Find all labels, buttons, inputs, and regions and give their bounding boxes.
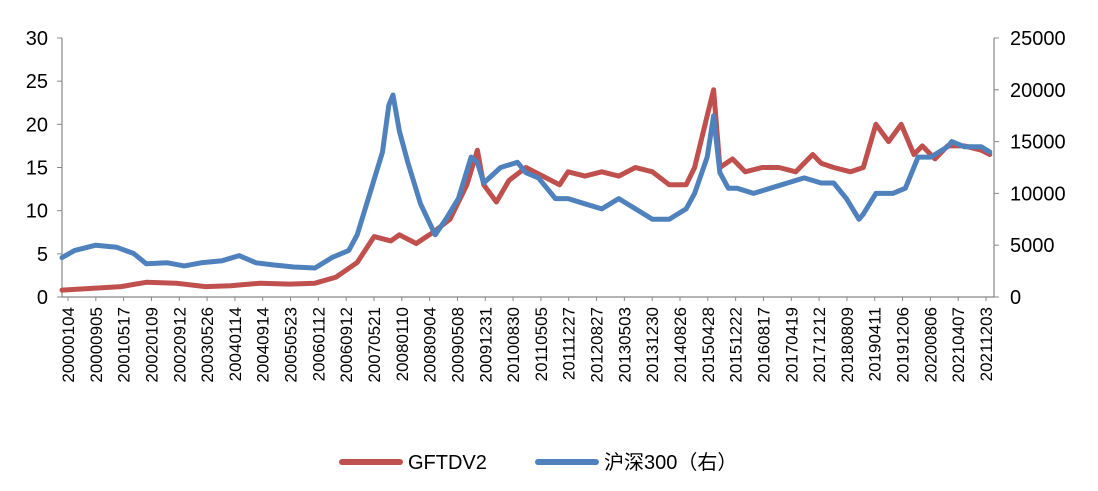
x-tick-label: 20100830 bbox=[504, 307, 523, 383]
right-y-tick-label: 20000 bbox=[1010, 80, 1066, 102]
x-tick-label: 20020109 bbox=[142, 307, 161, 383]
x-tick-label: 20000905 bbox=[87, 307, 106, 383]
x-tick-label: 20110505 bbox=[532, 307, 551, 381]
x-tick-label: 20171212 bbox=[810, 307, 829, 383]
legend-label: GFTDV2 bbox=[408, 452, 487, 474]
x-tick-label: 20060112 bbox=[309, 307, 328, 381]
series-lines bbox=[59, 87, 993, 293]
x-tick-label: 20210407 bbox=[949, 307, 968, 383]
x-tick-label: 20180809 bbox=[838, 307, 857, 383]
right-y-tick-label: 25000 bbox=[1010, 28, 1066, 50]
x-tick-label: 20151222 bbox=[727, 307, 746, 383]
x-tick-label: 20200806 bbox=[921, 307, 940, 383]
x-tick-label: 20020912 bbox=[170, 307, 189, 383]
x-tick-label: 20191206 bbox=[894, 307, 913, 383]
x-tick-label: 20130503 bbox=[615, 307, 634, 383]
x-tick-label: 20140826 bbox=[671, 307, 690, 383]
right-y-tick-label: 15000 bbox=[1010, 132, 1066, 154]
x-tick-label: 20131230 bbox=[643, 307, 662, 383]
x-tick-label: 20060912 bbox=[337, 307, 356, 383]
x-tick-label: 20211203 bbox=[977, 307, 996, 381]
x-tick-label: 20160817 bbox=[754, 307, 773, 383]
left-y-tick-label: 25 bbox=[26, 71, 48, 93]
x-tick-label: 20150428 bbox=[699, 307, 718, 383]
series-line-gftdv2 bbox=[59, 87, 993, 293]
legend-label: 沪深300（右） bbox=[604, 451, 737, 474]
x-tick-label: 20111227 bbox=[560, 307, 579, 380]
left-y-tick-label: 20 bbox=[26, 114, 48, 136]
left-y-tick-label: 5 bbox=[37, 244, 48, 266]
x-tick-label: 20040114 bbox=[226, 307, 245, 381]
left-y-tick-label: 15 bbox=[26, 158, 48, 180]
x-tick-label: 20090508 bbox=[448, 307, 467, 383]
x-tick-label: 20030526 bbox=[198, 307, 217, 383]
legend: GFTDV2 沪深300（右） bbox=[339, 451, 737, 474]
x-tick-label: 20120827 bbox=[588, 307, 607, 383]
x-tick-label: 20080110 bbox=[393, 307, 412, 381]
x-tick-label: 20070521 bbox=[365, 307, 384, 383]
left-y-tick-label: 10 bbox=[26, 201, 48, 223]
x-tick-label: 20050523 bbox=[282, 307, 301, 383]
x-tick-label: 20000104 bbox=[59, 307, 78, 383]
x-tick-label: 20040914 bbox=[254, 307, 273, 383]
right-y-tick-label: 5000 bbox=[1010, 235, 1055, 257]
x-tick-label: 20010517 bbox=[115, 307, 134, 383]
x-tick-label: 20091231 bbox=[476, 307, 495, 383]
x-tick-label: 20190411 bbox=[866, 307, 885, 381]
right-y-tick-label: 10000 bbox=[1010, 183, 1066, 205]
axes: 0 5 10 15 20 25 30 0 5000 10000 15000 20000 25000 200… bbox=[26, 28, 1066, 383]
x-tick-label: 20080904 bbox=[421, 307, 440, 383]
left-y-tick-label: 30 bbox=[26, 28, 48, 50]
right-y-tick-label: 0 bbox=[1010, 287, 1021, 309]
series-line-hs300 bbox=[59, 92, 993, 271]
left-y-tick-label: 0 bbox=[37, 287, 48, 309]
x-tick-label: 20170419 bbox=[782, 307, 801, 383]
